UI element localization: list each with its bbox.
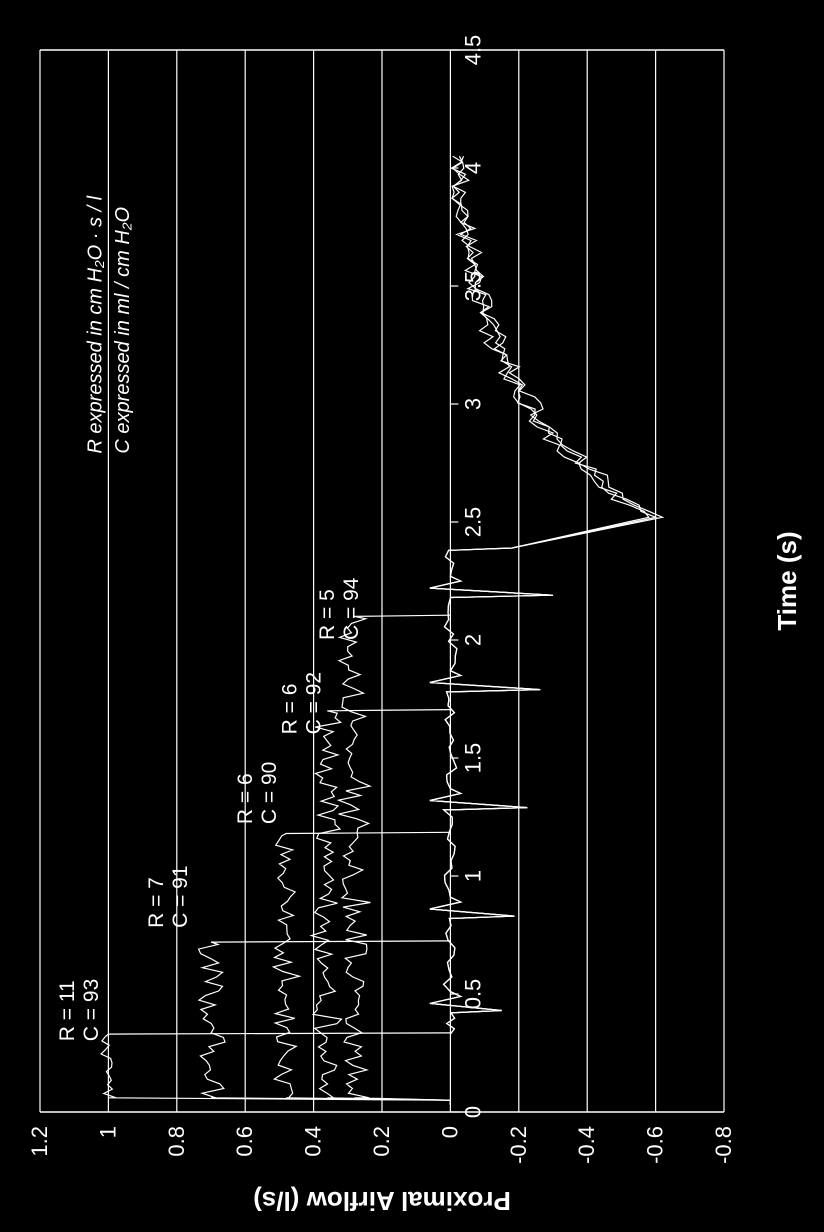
airflow-chart: -0.8 -0.6 -0.4 -0.2 0 0.2 0.4 0.6 0.8 1 1.2 0 0.5 1 1.…	[0, 0, 824, 1232]
annotation-C: C = 90	[258, 762, 281, 824]
x-tick-label: 2	[460, 634, 485, 646]
annotation-R: R = 6	[234, 773, 257, 824]
y-tick-label: 0	[437, 1126, 462, 1138]
x-tick-label: 1	[460, 870, 485, 882]
y-tick-label: -0.2	[506, 1126, 531, 1164]
annotation-R: R = 7	[145, 877, 168, 928]
x-tick-label: 0.5	[460, 979, 485, 1010]
y-tick-label: 1	[95, 1126, 120, 1138]
annotation-R: R = 11	[56, 980, 79, 1041]
y-tick-label: 1.2	[27, 1126, 52, 1157]
x-tick-label: 1.5	[460, 743, 485, 774]
legend-line: C expressed in ml / cm H₂O	[112, 207, 134, 454]
x-tick-label: 3	[460, 398, 485, 410]
x-tick-label: 0	[460, 1106, 485, 1118]
x-tick-label: 2.5	[460, 507, 485, 538]
annotation-R: R = 5	[316, 589, 339, 640]
annotation-C: C = 92	[302, 672, 325, 734]
annotation-C: C = 93	[80, 979, 103, 1041]
y-tick-label: 0.8	[164, 1126, 189, 1157]
chart-landscape-wrapper: -0.8 -0.6 -0.4 -0.2 0 0.2 0.4 0.6 0.8 1 1.2 0 0.5 1 1.…	[0, 0, 824, 1232]
y-tick-label: -0.4	[574, 1126, 599, 1164]
y-tick-label: 0.2	[369, 1126, 394, 1157]
x-axis-label: Time (s)	[772, 531, 802, 630]
y-tick-label: 0.4	[301, 1126, 326, 1157]
y-tick-label: -0.6	[643, 1126, 668, 1164]
y-tick-label: -0.8	[711, 1126, 736, 1164]
legend-line: R expressed in cm H₂O · s / l	[85, 195, 107, 453]
annotation-C: C = 94	[340, 577, 363, 640]
y-tick-label: 0.6	[232, 1126, 257, 1157]
annotation-C: C = 91	[169, 865, 192, 927]
x-tick-label: 4.5	[460, 35, 485, 66]
annotation-R: R = 6	[279, 684, 302, 735]
y-axis-label: Proximal Airflow (l/s)	[253, 1186, 511, 1216]
